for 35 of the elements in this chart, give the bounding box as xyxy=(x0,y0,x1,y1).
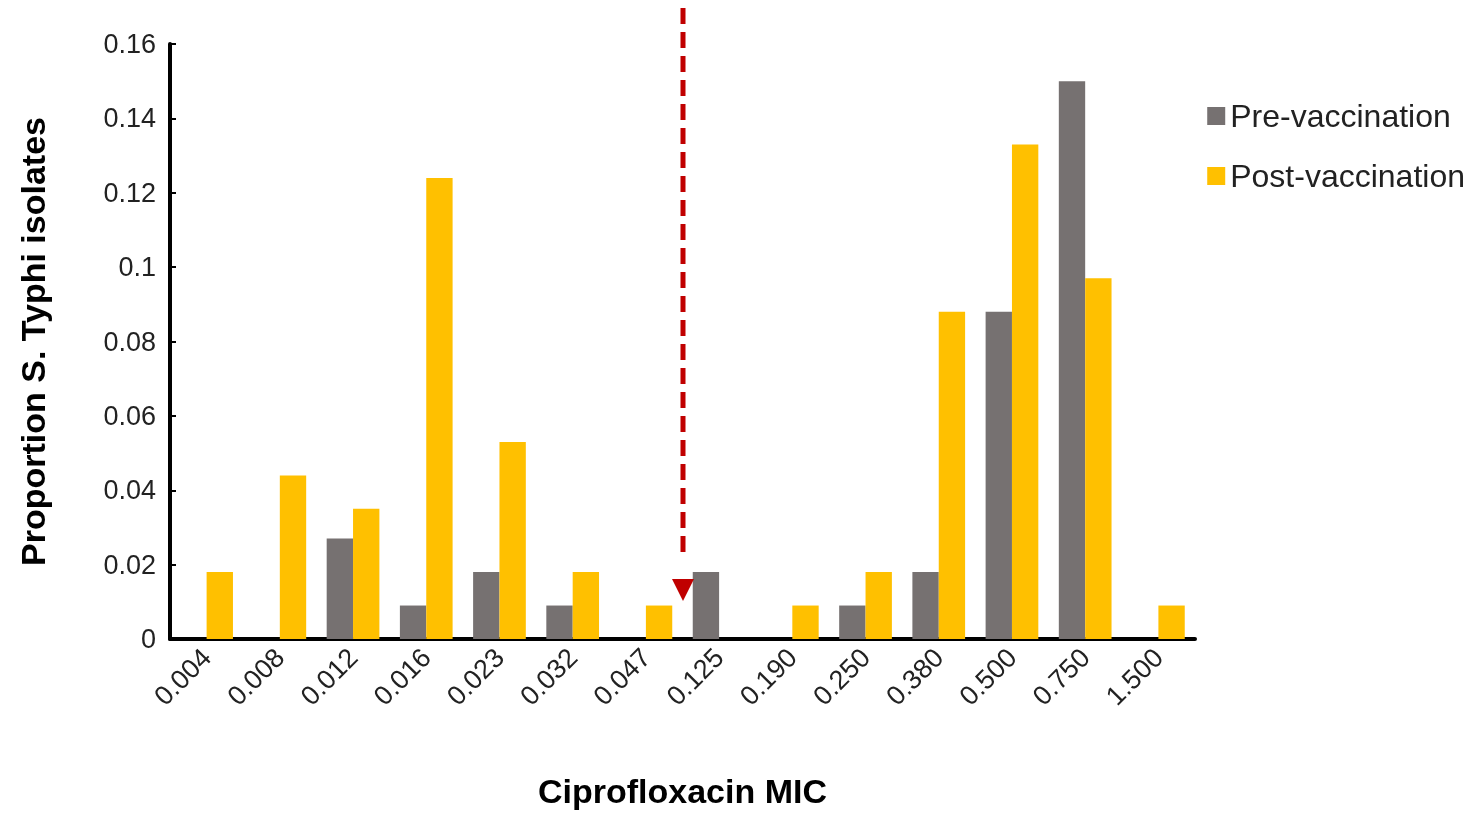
y-tick-label: 0.1 xyxy=(118,252,156,283)
legend-label: Pre-vaccination xyxy=(1230,98,1451,134)
bar xyxy=(1011,144,1039,639)
bar xyxy=(1085,278,1112,639)
bar xyxy=(279,475,307,639)
bar xyxy=(473,572,500,639)
x-axis-title: Ciprofloxacin MIC xyxy=(537,772,828,810)
y-tick-label: 0.16 xyxy=(103,29,156,59)
bar xyxy=(499,441,526,639)
bar xyxy=(546,605,573,639)
y-tick-label: 0.06 xyxy=(103,400,156,431)
y-tick-label: 0.02 xyxy=(103,549,156,580)
y-tick-label: 0.08 xyxy=(103,326,156,357)
y-axis-title: Proportion S. Typhi isolates xyxy=(14,117,52,566)
bar xyxy=(645,605,673,639)
bar xyxy=(353,508,380,639)
bar xyxy=(865,572,892,639)
legend-label: Post-vaccination xyxy=(1230,158,1465,194)
bar xyxy=(399,605,427,639)
bar xyxy=(912,572,939,639)
bar xyxy=(839,605,866,639)
y-tick-label: 0.04 xyxy=(103,475,156,506)
bar xyxy=(985,311,1012,639)
y-tick-label: 0.12 xyxy=(103,177,156,208)
y-tick-label: 0 xyxy=(140,624,156,654)
bar xyxy=(1058,81,1086,639)
bar xyxy=(572,572,600,639)
bar xyxy=(692,572,720,639)
y-tick-label: 0.14 xyxy=(103,103,156,134)
bar xyxy=(938,311,966,639)
bar xyxy=(1158,605,1185,639)
bar xyxy=(792,605,819,639)
bar xyxy=(206,572,233,639)
bar xyxy=(326,538,354,639)
bar xyxy=(426,177,453,639)
